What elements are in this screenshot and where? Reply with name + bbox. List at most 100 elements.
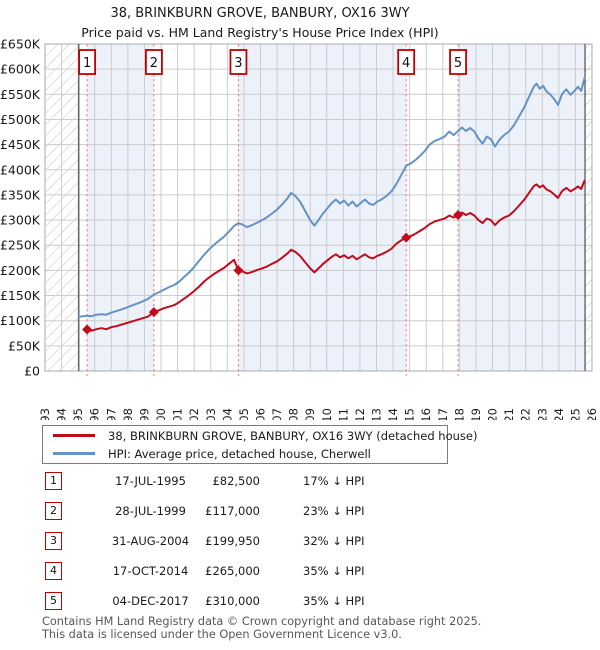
sale-number-badge: 3 (45, 532, 62, 550)
x-tick-label: 2009 (303, 408, 317, 420)
y-tick-label: £600K (0, 62, 41, 77)
x-tick-label: 2004 (220, 408, 234, 420)
x-tick-label: 2010 (320, 408, 334, 420)
sale-date: 17-JUL-1995 (115, 474, 186, 488)
legend-item-hpi: HPI: Average price, detached house, Cher… (43, 447, 447, 461)
ownership-band (87, 44, 154, 371)
table-row: 4 17-OCT-2014 £265,000 35% ↓ HPI (45, 562, 555, 582)
y-tick-label: £50K (8, 338, 41, 353)
sale-point (148, 307, 159, 318)
x-tick-label: 2005 (237, 408, 251, 420)
x-tick-label: 1995 (71, 408, 85, 420)
y-tick-label: £250K (0, 238, 41, 253)
y-tick-label: £500K (0, 112, 41, 127)
sale-marker-number: 2 (150, 56, 158, 71)
footer-line: Contains HM Land Registry data © Crown c… (42, 615, 482, 628)
x-tick-label: 1993 (38, 408, 52, 420)
price-chart: 1 2 3 4 5 £0 £50K £100K £150K £200K £250K £300K £350… (0, 37, 599, 421)
sale-point (401, 232, 412, 243)
x-tick-label: 2014 (386, 408, 400, 420)
x-tick-label: 2021 (502, 408, 516, 420)
sale-price: £265,000 (205, 564, 260, 578)
legend-label: 38, BRINKBURN GROVE, BANBURY, OX16 3WY (… (108, 428, 478, 443)
title-subtitle: Price paid vs. HM Land Registry's House … (81, 25, 439, 40)
ownership-band (238, 44, 407, 371)
x-tick-label: 2016 (419, 408, 433, 420)
y-tick-label: £550K (0, 87, 41, 102)
x-tick-label: 1994 (55, 408, 69, 420)
sale-date: 31-AUG-2004 (111, 534, 190, 548)
x-tick-label: 2006 (253, 408, 267, 420)
no-data-hatch (585, 44, 592, 371)
x-tick-label: 2026 (585, 408, 599, 420)
sale-hpi-delta: 23% ↓ HPI (303, 504, 365, 518)
sale-date: 04-DEC-2017 (112, 594, 189, 608)
table-row: 1 17-JUL-1995 £82,500 17% ↓ HPI (45, 472, 555, 492)
x-tick-label: 2012 (353, 408, 367, 420)
x-tick-label: 1996 (88, 408, 102, 420)
y-tick-label: £400K (0, 162, 41, 177)
chart-legend: 38, BRINKBURN GROVE, BANBURY, OX16 3WY (… (42, 425, 477, 464)
legend-label: HPI: Average price, detached house, Cher… (108, 446, 371, 461)
plot-border (44, 43, 593, 372)
y-tick-label: £650K (0, 37, 41, 52)
y-tick-label: £200K (0, 263, 41, 278)
x-tick-label: 2019 (469, 408, 483, 420)
sale-number-badge: 5 (45, 592, 62, 610)
sale-point (233, 265, 244, 276)
sale-date: 28-JUL-1999 (115, 504, 186, 518)
x-tick-label: 2022 (519, 408, 533, 420)
ownership-band (458, 44, 586, 371)
x-tick-label: 2013 (370, 408, 384, 420)
sale-marker-number: 4 (402, 56, 410, 71)
x-tick-label: 1998 (121, 408, 135, 420)
x-tick-label: 2008 (287, 408, 301, 420)
sale-number-badge: 1 (45, 472, 62, 490)
y-tick-label: £300K (0, 213, 41, 228)
x-tick-label: 2001 (171, 408, 185, 420)
price-line-swatch (53, 434, 95, 437)
hpi-line-swatch (53, 452, 95, 455)
x-tick-label: 2002 (187, 408, 201, 420)
x-tick-label: 1999 (137, 408, 151, 420)
legend-item-price-paid: 38, BRINKBURN GROVE, BANBURY, OX16 3WY (… (43, 429, 477, 443)
price-line (86, 179, 586, 332)
sale-marker-box (145, 49, 163, 75)
attribution-footer: Contains HM Land Registry data © Crown c… (42, 615, 482, 641)
sale-marker-box (449, 49, 467, 75)
sale-hpi-delta: 17% ↓ HPI (303, 474, 365, 488)
title-address: 38, BRINKBURN GROVE, BANBURY, OX16 3WY (110, 6, 410, 21)
y-tick-label: £0 (24, 364, 40, 379)
sale-date: 17-OCT-2014 (112, 564, 189, 578)
sale-marker-number: 5 (454, 56, 462, 71)
x-tick-label: 2003 (204, 408, 218, 420)
sale-number-badge: 4 (45, 562, 62, 580)
table-row: 3 31-AUG-2004 £199,950 32% ↓ HPI (45, 532, 555, 552)
sale-hpi-delta: 35% ↓ HPI (303, 564, 365, 578)
x-tick-label: 2023 (535, 408, 549, 420)
y-tick-label: £350K (0, 187, 41, 202)
sale-hpi-delta: 32% ↓ HPI (303, 534, 365, 548)
sale-price: £310,000 (205, 594, 260, 608)
sale-marker-box (229, 49, 248, 75)
x-tick-label: 2000 (154, 408, 168, 420)
x-tick-label: 2025 (568, 408, 582, 420)
y-tick-label: £100K (0, 313, 41, 328)
x-tick-label: 2007 (270, 408, 284, 420)
x-tick-label: 2020 (486, 408, 500, 420)
sale-price: £199,950 (205, 534, 260, 548)
x-tick-label: 2011 (336, 408, 350, 420)
sale-marker-number: 3 (234, 56, 242, 71)
sale-point (82, 324, 93, 335)
sale-price: £82,500 (212, 474, 260, 488)
page-title: 38, BRINKBURN GROVE, BANBURY, OX16 3WY P… (0, 4, 520, 42)
y-tick-label: £450K (0, 137, 41, 152)
x-tick-label: 1997 (104, 408, 118, 420)
x-tick-label: 2015 (403, 408, 417, 420)
x-tick-label: 2018 (452, 408, 466, 420)
sale-price: £117,000 (205, 504, 260, 518)
hpi-line (77, 77, 586, 318)
table-row: 5 04-DEC-2017 £310,000 35% ↓ HPI (45, 592, 555, 612)
sale-hpi-delta: 35% ↓ HPI (303, 594, 365, 608)
